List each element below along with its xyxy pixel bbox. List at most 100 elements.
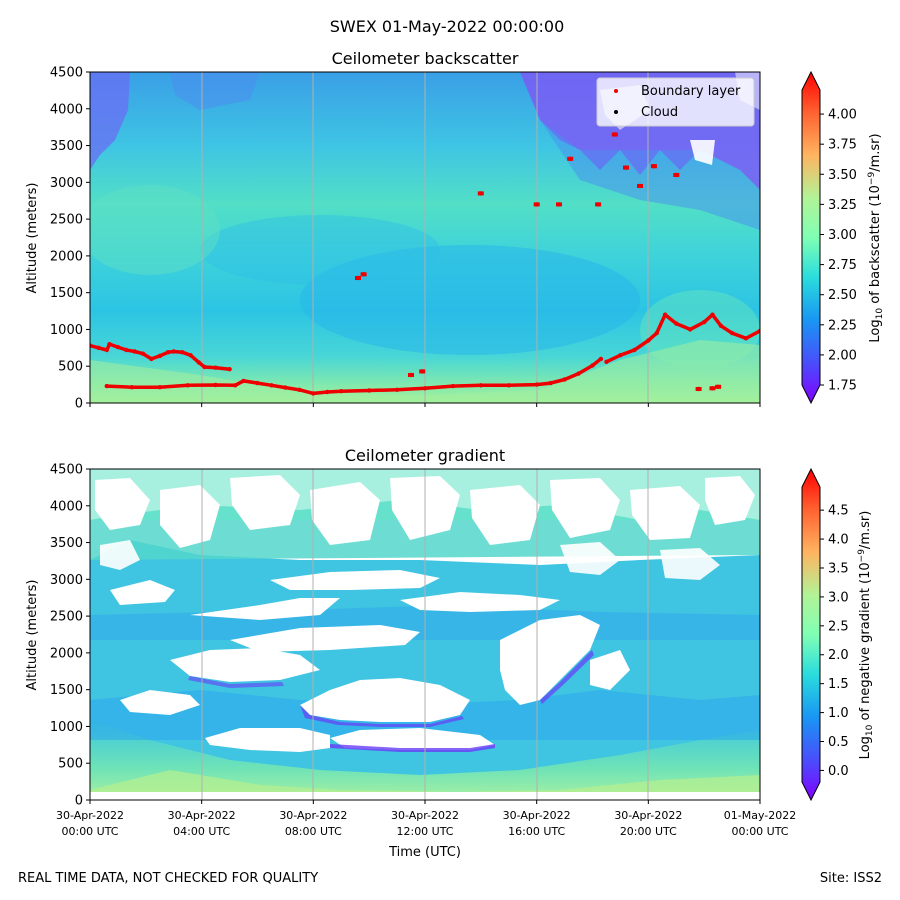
boundary-layer-marker: [614, 89, 618, 93]
colorbar-tick-label: 3.5: [828, 561, 849, 576]
colorbar-tick-label: 3.75: [828, 138, 857, 153]
colorbar-tick-label: 4.00: [828, 108, 857, 123]
boundary-layer-segment: [595, 202, 602, 207]
boundary-layer-segment: [419, 369, 426, 374]
boundary-layer-point: [283, 385, 288, 390]
boundary-layer-point: [269, 383, 274, 388]
x-tick-label-time: 20:00 UTC: [620, 825, 677, 838]
backscatter-colorbar-ticks: 1.75 2.00 2.25 2.50 2.75 3.00 3.25 3.50 3.75 4.00: [820, 108, 857, 394]
colorbar-tick-label: 2.00: [828, 348, 857, 363]
boundary-layer-line: [604, 312, 760, 364]
y-tick-label: 2000: [50, 249, 83, 264]
x-tick-label-date: 30-Apr-2022: [168, 809, 236, 822]
boundary-layer-point: [140, 351, 146, 356]
boundary-layer-point: [166, 350, 171, 355]
y-tick-label: 2000: [50, 646, 83, 661]
boundary-layer-point: [718, 323, 724, 328]
gradient-colorbar-ticks: 0.0 0.5 1.0 1.5 2.0 2.5 3.0 3.5 4.0 4.5: [820, 504, 849, 779]
x-tick-label-date: 30-Apr-2022: [614, 809, 682, 822]
x-tick-label-date: 30-Apr-2022: [503, 809, 571, 822]
boundary-layer-segment: [695, 387, 702, 391]
boundary-layer-point: [129, 385, 135, 390]
y-tick-label: 4500: [50, 66, 83, 81]
cbar-label-sup: −9: [867, 172, 877, 186]
boundary-layer-point: [548, 380, 553, 386]
boundary-layer-point: [227, 367, 232, 372]
boundary-layer-point: [654, 330, 659, 336]
legend-box: [596, 77, 755, 127]
cloud-marker: [614, 110, 618, 114]
boundary-layer-point: [394, 387, 400, 392]
x-tick-label-time: 12:00 UTC: [396, 825, 453, 838]
boundary-layer-segment: [715, 384, 722, 389]
boundary-layer-point: [325, 389, 330, 395]
legend: Boundary layer Cloud: [596, 77, 755, 127]
y-tick-label: 3000: [50, 176, 83, 191]
boundary-layer-point: [213, 365, 218, 370]
y-tick-label: 1000: [50, 720, 83, 735]
x-tick-label-time: 08:00 UTC: [285, 825, 342, 838]
gradient-colorbar-label: Log10 of negative gradient (10−9/m.sr): [857, 511, 875, 760]
boundary-layer-point: [604, 359, 609, 364]
boundary-layer-point: [171, 349, 176, 354]
cbar2-label-mid: of negative gradient (10: [858, 562, 873, 724]
boundary-layer-point: [598, 356, 604, 362]
gradient-x-label: Time (UTC): [388, 845, 461, 860]
gradient-gridlines: [201, 469, 649, 800]
y-tick-label: 500: [58, 360, 83, 375]
boundary-layer-point: [646, 338, 651, 343]
x-tick-label-date: 30-Apr-2022: [56, 809, 124, 822]
colorbar-tick-label: 3.0: [828, 590, 849, 605]
backscatter-x-ticks: [89, 403, 761, 407]
boundary-layer-point: [202, 364, 207, 370]
footer-quality-note: REAL TIME DATA, NOT CHECKED FOR QUALITY: [18, 871, 318, 886]
colorbar-tick-label: 3.50: [828, 168, 857, 183]
y-tick-label: 2500: [50, 213, 83, 228]
backscatter-title: Ceilometer backscatter: [332, 49, 519, 68]
boundary-layer-point: [107, 342, 112, 347]
boundary-layer-point: [157, 385, 162, 390]
legend-cloud: Cloud: [641, 105, 678, 120]
boundary-layer-point: [534, 382, 539, 387]
boundary-layer-segment: [408, 373, 414, 377]
colorbar-tick-label: 3.25: [828, 198, 857, 213]
boundary-layer-point: [233, 383, 238, 388]
boundary-layer-segment: [360, 272, 367, 277]
cbar-label-sub: 10: [875, 308, 885, 320]
y-tick-label: 1500: [50, 683, 83, 698]
y-tick-label: 1500: [50, 286, 83, 301]
backscatter-colorbar: 1.75 2.00 2.25 2.50 2.75 3.00 3.25 3.50 3.75 4.00…: [801, 70, 885, 405]
y-tick-label: 0: [75, 794, 83, 809]
boundary-layer-point: [422, 386, 428, 391]
boundary-layer-point: [115, 344, 121, 350]
x-tick-label-date: 01-May-2022: [724, 809, 796, 822]
boundary-layer-point: [618, 353, 623, 358]
boundary-layer-segment: [637, 184, 643, 188]
x-tick-label-time: 04:00 UTC: [173, 825, 230, 838]
boundary-layer-point: [104, 347, 110, 353]
backscatter-y-label: Altitude (meters): [25, 183, 40, 294]
y-tick-label: 0: [75, 397, 83, 412]
gradient-y-axis: 0 500 1000 1500 2000 2500 3000 3500 4000 4500: [50, 463, 90, 809]
boundary-layer-point: [710, 312, 715, 317]
boundary-layer-point: [729, 330, 735, 336]
boundary-layer-point: [297, 387, 302, 392]
boundary-layer-point: [179, 350, 185, 355]
gradient-x-axis: 30-Apr-2022 00:00 UTC 30-Apr-2022 04:00 UTC…: [56, 800, 796, 838]
boundary-layer-point: [132, 349, 137, 354]
colorbar-tick-label: 2.0: [828, 648, 849, 663]
boundary-layer-series: [90, 132, 760, 396]
boundary-layer-point: [157, 353, 162, 359]
boundary-layer-point: [188, 353, 193, 358]
boundary-layer-point: [311, 391, 316, 396]
boundary-layer-point: [185, 383, 190, 388]
boundary-layer-segment: [533, 202, 540, 207]
boundary-layer-segment: [556, 202, 562, 207]
y-tick-label: 4000: [50, 102, 83, 117]
boundary-layer-point: [688, 327, 693, 332]
backscatter-y-axis: 0 500 1000 1500 2000 2500 3000 3500 4000 4500: [50, 66, 90, 412]
y-tick-label: 3500: [50, 139, 83, 154]
cbar-label-suffix: /m.sr): [868, 133, 883, 171]
boundary-layer-point: [590, 363, 595, 368]
y-tick-label: 4000: [50, 499, 83, 514]
